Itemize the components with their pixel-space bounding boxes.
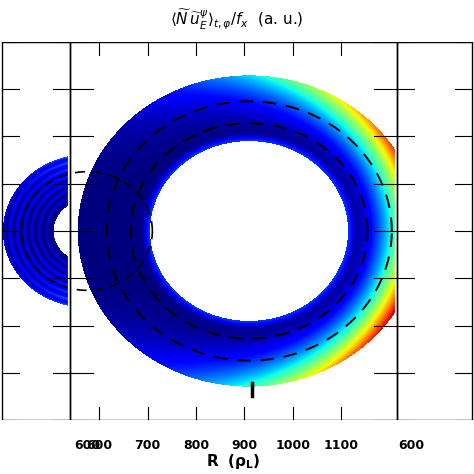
- Text: 700: 700: [135, 439, 161, 452]
- Text: 900: 900: [231, 439, 257, 452]
- Text: 1100: 1100: [323, 439, 358, 452]
- Text: $\mathbf{R\ \ (\rho_L)}$: $\mathbf{R\ \ (\rho_L)}$: [206, 452, 261, 471]
- Text: 1000: 1000: [275, 439, 310, 452]
- Text: 600: 600: [398, 439, 424, 452]
- Text: $\langle\widetilde{N}\,\widetilde{u}_E^\psi\rangle_{t,\varphi}/f_x$  (a. u.): $\langle\widetilde{N}\,\widetilde{u}_E^\…: [170, 7, 304, 31]
- Text: 800: 800: [183, 439, 209, 452]
- Text: 600: 600: [74, 439, 100, 452]
- Text: 600: 600: [86, 439, 112, 452]
